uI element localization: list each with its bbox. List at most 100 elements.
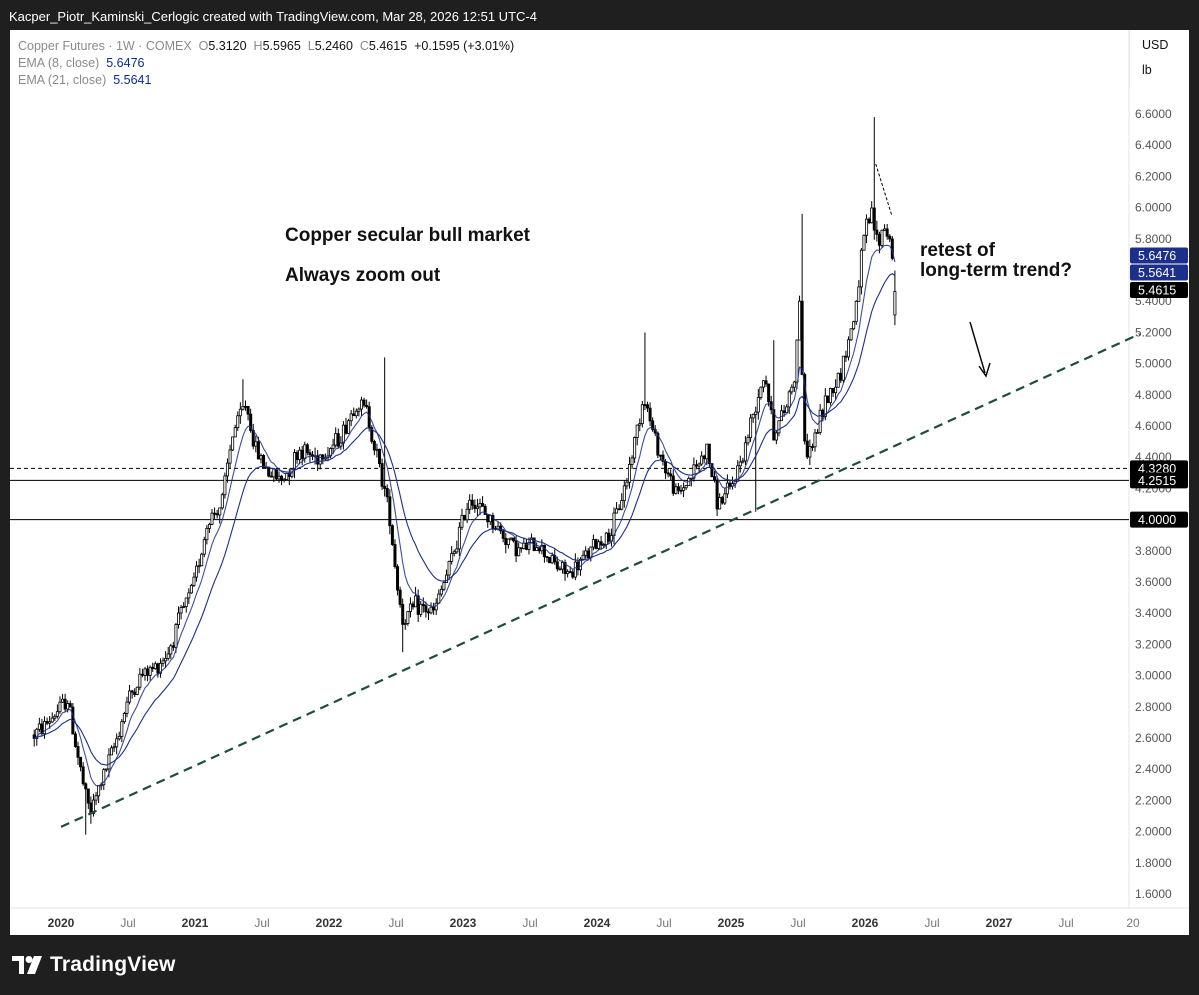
candle-body <box>179 607 183 614</box>
candle <box>171 641 175 651</box>
candle <box>277 471 281 483</box>
candle <box>223 472 227 499</box>
candle <box>177 606 181 629</box>
ema21-line <box>34 273 896 766</box>
legend-change: +0.1595 (+3.01%) <box>414 39 515 53</box>
candle <box>334 427 338 448</box>
candle <box>839 368 843 384</box>
candle-body <box>48 721 52 724</box>
candle <box>48 716 52 729</box>
candle-body <box>684 485 688 489</box>
candle-body <box>738 461 742 467</box>
candle <box>859 247 863 295</box>
candle-body <box>504 538 508 545</box>
candle-body <box>468 499 472 510</box>
candle-body <box>151 666 155 670</box>
candle <box>713 470 717 483</box>
candle-body <box>347 420 351 434</box>
candle <box>481 496 485 507</box>
candle-body <box>295 452 299 461</box>
candle <box>589 546 593 562</box>
candle <box>852 320 856 331</box>
candle-body <box>135 686 139 695</box>
candle-body <box>205 527 209 541</box>
candle-body <box>442 582 446 590</box>
candle <box>354 408 358 419</box>
candle-body <box>439 588 443 595</box>
candle <box>509 537 513 541</box>
candle-body <box>45 721 49 724</box>
candle-body <box>761 380 765 388</box>
x-tick-label: 20 <box>1126 916 1140 930</box>
candle-body <box>63 698 67 710</box>
candle <box>486 513 490 528</box>
legend-ema8[interactable]: EMA (8, close) 5.6476 <box>18 56 145 70</box>
candle-body <box>749 417 753 439</box>
candle-body <box>725 482 729 495</box>
candle-body <box>231 436 235 451</box>
candle <box>341 421 345 450</box>
level-label-text: 4.0000 <box>1138 513 1176 527</box>
candle-body <box>483 505 487 515</box>
price-chart[interactable]: 6.60006.40006.20006.00005.80005.60005.40… <box>10 30 1189 935</box>
candle <box>883 224 887 232</box>
unit-selector[interactable]: USD lb <box>1129 30 1189 88</box>
candle-body <box>630 457 634 465</box>
candle-body <box>664 460 668 474</box>
candle <box>256 436 260 460</box>
candle <box>61 693 65 703</box>
candle <box>684 484 688 491</box>
candle <box>414 586 418 608</box>
candle-body <box>292 452 296 470</box>
candle <box>805 433 809 460</box>
candle <box>388 489 392 535</box>
candle <box>834 379 838 400</box>
candle <box>421 597 425 613</box>
candle <box>187 588 191 604</box>
candle <box>818 404 822 435</box>
candle <box>867 217 871 225</box>
candle <box>669 469 673 481</box>
candle-body <box>566 571 570 574</box>
candle-body <box>81 766 85 785</box>
candle <box>702 454 706 464</box>
chart-panel[interactable]: 6.60006.40006.20006.00005.80005.60005.40… <box>10 30 1189 935</box>
candle <box>455 540 459 554</box>
candle-body <box>375 448 379 451</box>
candle <box>37 717 41 733</box>
candle <box>81 762 85 786</box>
candle <box>679 484 683 495</box>
candle-body <box>359 399 363 410</box>
candle-body <box>805 440 809 458</box>
candle-body <box>419 603 423 615</box>
candle <box>759 386 763 400</box>
candle <box>192 572 196 587</box>
candle-body <box>666 472 670 475</box>
unit-label[interactable]: lb <box>1142 63 1152 77</box>
currency-label[interactable]: USD <box>1142 38 1169 52</box>
candle <box>110 745 114 756</box>
candle-body <box>233 427 237 438</box>
candle <box>651 417 655 432</box>
x-tick-label: 2025 <box>718 916 745 930</box>
candle-body <box>331 444 335 449</box>
candle-body <box>269 475 273 478</box>
candle <box>398 586 402 608</box>
candle-body <box>555 561 559 570</box>
x-tick-label: Jul <box>924 916 939 930</box>
candle-body <box>228 449 232 464</box>
candle <box>671 469 675 496</box>
candle-body <box>161 660 165 664</box>
candle-body <box>707 443 711 465</box>
candle <box>97 785 101 804</box>
candle-body <box>143 668 147 676</box>
candle <box>375 443 379 458</box>
candle <box>311 451 315 461</box>
candle-body <box>398 589 402 605</box>
legend-ema21[interactable]: EMA (21, close) 5.5641 <box>18 73 152 87</box>
candle-body <box>282 479 286 481</box>
candle <box>117 731 121 741</box>
legend-symbol[interactable]: Copper Futures · 1W · COMEX <box>18 39 192 53</box>
candle-body <box>865 218 869 236</box>
candle-body <box>125 701 129 714</box>
